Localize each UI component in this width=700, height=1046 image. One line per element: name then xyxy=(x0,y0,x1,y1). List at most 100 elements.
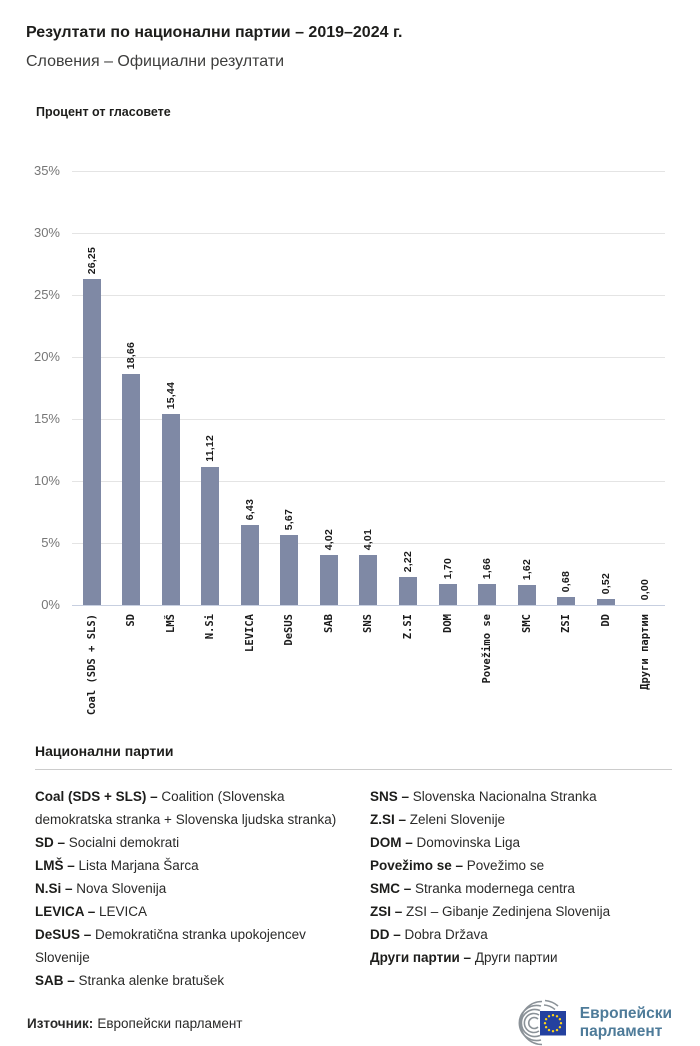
gridline xyxy=(72,543,665,544)
page-title: Резултати по национални партии – 2019–20… xyxy=(26,24,403,41)
legend-col-left: Coal (SDS + SLS) – Coalition (Slovenska … xyxy=(35,785,362,992)
bar-area: 26,25 Coal (SDS + SLS) 18,66 SD 15,44 LMŠ 11,1… xyxy=(72,171,665,715)
source-value: Европейски парламент xyxy=(97,1015,243,1031)
gridline xyxy=(72,295,665,296)
legend-item: SD – Socialni demokrati xyxy=(35,831,362,854)
y-axis-title: Процент от гласовете xyxy=(36,105,171,119)
x-axis-label: N.Si xyxy=(204,614,217,640)
legend-term: Други партии – xyxy=(370,950,475,965)
legend-title: Национални партии xyxy=(35,743,174,759)
bar-value-label: 0,68 xyxy=(560,570,573,592)
bar xyxy=(122,374,141,605)
x-axis-label: SAB xyxy=(322,614,335,633)
bar xyxy=(319,555,338,605)
legend-item: Coal (SDS + SLS) – Coalition (Slovenska … xyxy=(35,785,362,831)
legend-desc: Dobra Država xyxy=(404,927,488,942)
legend-desc: Slovenska Nacionalna Stranka xyxy=(412,789,597,804)
legend-desc: Други партии xyxy=(474,950,558,965)
bar xyxy=(478,584,497,605)
x-axis-label: Други партии xyxy=(639,614,652,690)
y-tick-label: 10% xyxy=(33,473,60,488)
legend-desc: Coalition (Slovenska demokratska stranka… xyxy=(35,789,337,827)
bar-slot: 11,12 N.Si xyxy=(191,171,231,639)
bar xyxy=(161,414,180,605)
bar-value-label: 5,67 xyxy=(283,508,296,530)
legend-item: ZSI – ZSI – Gibanje Zedinjena Slovenija xyxy=(370,900,672,923)
legend-section: Национални партии Coal (SDS + SLS) – Coa… xyxy=(35,742,672,992)
x-axis-label: DOM xyxy=(441,614,454,633)
bar-value-label: 18,66 xyxy=(125,341,138,369)
legend-desc: Stranka modernega centra xyxy=(415,881,575,896)
legend-item: DD – Dobra Država xyxy=(370,923,672,946)
x-axis-label: LEVICA xyxy=(243,614,256,652)
legend-desc: LEVICA xyxy=(99,904,148,919)
bar xyxy=(280,535,299,605)
legend-item: DOM – Domovinska Liga xyxy=(370,831,672,854)
legend-desc: Povežimo se xyxy=(466,858,545,873)
ep-logo-text: Европейски парламент xyxy=(579,1005,672,1040)
bar-slot: 15,44 LMŠ xyxy=(151,171,191,633)
bar xyxy=(557,597,576,605)
bar-slot: 1,62 SMC xyxy=(507,171,547,633)
bar-slot: 2,22 Z.SI xyxy=(388,171,428,639)
y-tick-label: 15% xyxy=(33,411,60,426)
bar-value-label: 0,52 xyxy=(599,572,612,594)
bar-value-label: 6,43 xyxy=(243,498,256,520)
x-axis-label: SNS xyxy=(362,614,375,633)
legend-term: SD – xyxy=(35,835,69,850)
footer: Източник: Европейски парламент xyxy=(27,998,672,1046)
bar-slot: 1,66 Povežimo se xyxy=(467,171,507,684)
legend-desc: Domovinska Liga xyxy=(416,835,521,850)
source-label: Източник: xyxy=(27,1015,94,1031)
bar xyxy=(240,525,259,605)
legend-term: Z.SI – xyxy=(370,812,410,827)
legend-item: SMC – Stranka modernega centra xyxy=(370,877,672,900)
x-axis-label: SMC xyxy=(520,614,533,633)
ep-hemicycle-icon xyxy=(518,999,566,1046)
source-line: Източник: Европейски парламент xyxy=(27,1016,243,1031)
bar-value-label: 26,25 xyxy=(85,246,98,274)
legend-item: Z.SI – Zeleni Slovenije xyxy=(370,808,672,831)
bar xyxy=(399,577,418,605)
bar xyxy=(201,467,220,605)
bar xyxy=(438,584,457,605)
legend-term: N.Si – xyxy=(35,881,77,896)
y-tick-label: 5% xyxy=(41,535,60,550)
x-axis-label: Coal (SDS + SLS) xyxy=(85,614,98,716)
bar-value-label: 4,02 xyxy=(322,528,335,550)
bar-value-label: 15,44 xyxy=(164,381,177,409)
gridline xyxy=(72,357,665,358)
y-tick-label: 35% xyxy=(33,163,60,178)
bar xyxy=(517,585,536,605)
legend-desc: Stranka alenke bratušek xyxy=(78,973,225,988)
legend-term: SMC – xyxy=(370,881,416,896)
legend-term: Povežimo se – xyxy=(370,858,467,873)
gridline xyxy=(72,481,665,482)
bar-value-label: 0,00 xyxy=(639,578,652,600)
bar-slot: 4,02 SAB xyxy=(309,171,349,633)
bar-slot: 18,66 SD xyxy=(112,171,152,627)
legend-term: DeSUS – xyxy=(35,927,96,942)
x-axis-label: Povežimo se xyxy=(481,614,494,684)
legend-item: SNS – Slovenska Nacionalna Stranka xyxy=(370,785,672,808)
x-axis-label: DD xyxy=(599,614,612,627)
legend-desc: ZSI – Gibanje Zedinjena Slovenija xyxy=(406,904,611,919)
bar-value-label: 4,01 xyxy=(362,528,375,550)
bar-slot: 6,43 LEVICA xyxy=(230,171,270,652)
bar-value-label: 1,70 xyxy=(441,557,454,579)
bar-slot: 1,70 DOM xyxy=(428,171,468,633)
x-axis-label: ZSI xyxy=(560,614,573,633)
legend-divider xyxy=(35,769,672,770)
legend-term: DD – xyxy=(370,927,405,942)
legend-columns: Coal (SDS + SLS) – Coalition (Slovenska … xyxy=(35,785,672,992)
bar xyxy=(82,279,101,605)
bar-slot: 5,67 DeSUS xyxy=(270,171,310,646)
bar-chart: 35% 30% 25% 20% 15% 10% 5% 0% 26,25 Coal (SDS + … xyxy=(34,163,665,715)
y-tick-label: 20% xyxy=(33,349,60,364)
legend-col-right: SNS – Slovenska Nacionalna Stranka Z.SI –… xyxy=(370,785,672,969)
legend-term: ZSI – xyxy=(370,904,407,919)
legend-item: Други партии – Други партии xyxy=(370,946,672,969)
bar-slot: 0,52 DD xyxy=(586,171,626,627)
bar-value-label: 11,12 xyxy=(204,435,217,462)
